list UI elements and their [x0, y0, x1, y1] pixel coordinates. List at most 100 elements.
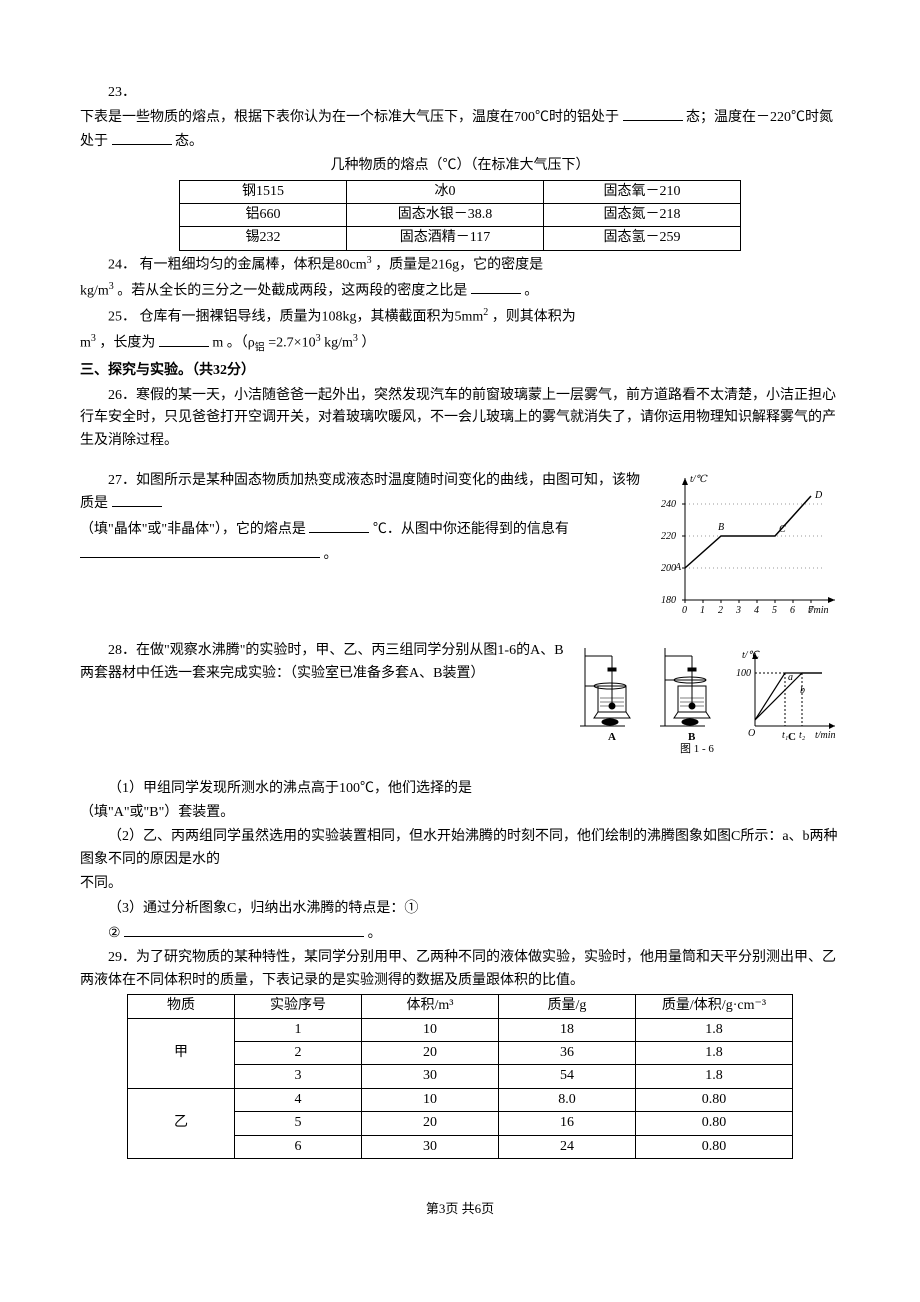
blank[interactable]: [80, 543, 320, 558]
q25-t1: 仓库有一捆裸铝导线，质量为108kg，其横截面积为5mm: [140, 309, 484, 324]
table-cell: 16: [499, 1112, 636, 1135]
page-footer: 第3页 共6页: [80, 1199, 840, 1220]
table-cell: 固态氧－210: [544, 180, 741, 203]
table-cell: 36: [499, 1041, 636, 1064]
q24-num: 24．: [108, 257, 136, 272]
blank[interactable]: [124, 922, 364, 937]
svg-text:4: 4: [754, 605, 759, 616]
table-cell: 固态氢－259: [544, 227, 741, 250]
q25: 25． 仓库有一捆裸铝导线，质量为108kg，其横截面积为5mm2 ，则其体积为: [80, 305, 840, 329]
table-cell: 6: [235, 1135, 362, 1158]
q28-p2: （2）乙、丙两组同学虽然选用的实验装置相同，但水开始沸腾的时刻不同，他们绘制的沸…: [80, 826, 840, 871]
q29: 29．为了研究物质的某种特性，某同学分别用甲、乙两种不同的液体做实验，实验时，他…: [80, 947, 840, 992]
fig-caption: 图 1 - 6: [680, 742, 714, 755]
table-cell: 锡232: [180, 227, 347, 250]
table-cell: 固态氮－218: [544, 203, 741, 226]
table-cell: 2: [235, 1041, 362, 1064]
svg-text:6: 6: [790, 605, 795, 616]
sup: 3: [367, 255, 372, 266]
q28-p2b: 不同。: [80, 873, 840, 895]
heating-curve-chart: t/℃ t/min 180200220240 01234567 ABCD: [650, 470, 840, 620]
q23-t3: 态。: [175, 134, 203, 149]
q28-p3: （3）通过分析图象C，归纳出水沸腾的特点是：①: [80, 898, 840, 920]
table-cell: 0.80: [636, 1088, 793, 1111]
table-cell: 20: [362, 1041, 499, 1064]
table-cell: 30: [362, 1065, 499, 1088]
q27-t4: 。: [324, 547, 338, 562]
fig-c-label: C: [788, 731, 796, 743]
sup: 3: [353, 333, 358, 344]
fig-a-label: A: [608, 731, 616, 743]
svg-text:0: 0: [682, 605, 687, 616]
table-cell: 1.8: [636, 1065, 793, 1088]
q29-num: 29．: [108, 950, 136, 965]
svg-text:1: 1: [700, 605, 705, 616]
q27-t3: ℃．从图中你还能得到的信息有: [373, 522, 569, 537]
table-cell: 1.8: [636, 1041, 793, 1064]
q28-p3b-text: ②: [108, 926, 121, 941]
q25-line2: m3 ，长度为 m 。（ρ铝 =2.7×103 kg/m3 ）: [80, 331, 840, 356]
svg-text:200: 200: [661, 563, 676, 574]
svg-text:220: 220: [661, 531, 676, 542]
q25-t7: kg/m: [324, 336, 353, 351]
c-ylabel: t/℃: [742, 650, 761, 661]
table-cell: 1: [235, 1018, 362, 1041]
q25-t8: ）: [361, 336, 375, 351]
spacer: [80, 628, 840, 638]
q28-p3c: 。: [368, 926, 382, 941]
section3-title: 三、探究与实验。（共32分）: [80, 360, 840, 382]
q24-t3: kg/m: [80, 283, 109, 298]
table-cell: 54: [499, 1065, 636, 1088]
svg-text:A: A: [674, 562, 682, 573]
q25-t4: ，长度为: [99, 336, 155, 351]
table-cell: 20: [362, 1112, 499, 1135]
table-header: 质量/g: [499, 995, 636, 1018]
q28-wrap: A B: [80, 640, 840, 763]
table-cell: 4: [235, 1088, 362, 1111]
table-header: 物质: [128, 995, 235, 1018]
table-cell: 18: [499, 1018, 636, 1041]
svg-text:2: 2: [718, 605, 723, 616]
svg-text:D: D: [814, 490, 823, 501]
blank[interactable]: [159, 332, 209, 347]
q28-fig: A B: [570, 640, 840, 763]
q29-table: 物质实验序号体积/m³质量/g质量/体积/g·cm⁻³甲110181.82203…: [127, 994, 793, 1159]
q24-t4: 。若从全长的三分之一处截成两段，这两段的密度之比是: [117, 283, 467, 298]
q28-p1: （1）甲组同学发现所测水的沸点高于100℃，他们选择的是: [80, 778, 840, 800]
table-cell: 24: [499, 1135, 636, 1158]
blank[interactable]: [112, 492, 162, 507]
blank[interactable]: [309, 518, 369, 533]
q29-text: 为了研究物质的某种特性，某同学分别用甲、乙两种不同的液体做实验，实验时，他用量筒…: [80, 950, 836, 987]
q28-t1: 在做"观察水沸腾"的实验时，甲、乙、丙三组同学分别从图1-6的A、B两套器材中任…: [80, 643, 564, 680]
q27-chart: t/℃ t/min 180200220240 01234567 ABCD: [650, 470, 840, 628]
c-100: 100: [736, 668, 751, 679]
q24: 24． 有一粗细均匀的金属棒，体积是80cm3 ，质量是216g，它的密度是: [80, 253, 840, 277]
q26-num: 26．: [108, 388, 136, 403]
q25-t2: ，则其体积为: [492, 309, 576, 324]
blank[interactable]: [471, 279, 521, 294]
q28-p1b-text: （填"A"或"B"）套装置。: [80, 805, 234, 820]
c-t2: t₂: [799, 730, 806, 741]
svg-text:C: C: [779, 524, 786, 535]
table-cell: 固态水银－38.8: [347, 203, 544, 226]
svg-text:240: 240: [661, 499, 676, 510]
table-cell: 冰0: [347, 180, 544, 203]
q24-t1: 有一粗细均匀的金属棒，体积是80cm: [140, 257, 367, 272]
c-a: a: [788, 672, 793, 683]
q24-line2: kg/m3 。若从全长的三分之一处截成两段，这两段的密度之比是 。: [80, 279, 840, 303]
q23-table-caption: 几种物质的熔点（℃）（在标准大气压下）: [80, 155, 840, 177]
q28-num: 28．: [108, 643, 136, 658]
sub: 铝: [255, 342, 265, 353]
blank[interactable]: [623, 106, 683, 121]
svg-text:180: 180: [661, 595, 676, 606]
table-cell: 乙: [128, 1088, 235, 1158]
table-cell: 固态酒精－117: [347, 227, 544, 250]
spacer: [80, 454, 840, 468]
q23-t1: 下表是一些物质的熔点，根据下表你认为在一个标准大气压下，温度在700℃时的铝处于: [80, 110, 619, 125]
q23: 23．: [80, 82, 840, 104]
blank[interactable]: [112, 130, 172, 145]
q24-t5: 。: [524, 283, 538, 298]
sup: 3: [91, 333, 96, 344]
sup: 3: [109, 281, 114, 292]
table-cell: 10: [362, 1088, 499, 1111]
